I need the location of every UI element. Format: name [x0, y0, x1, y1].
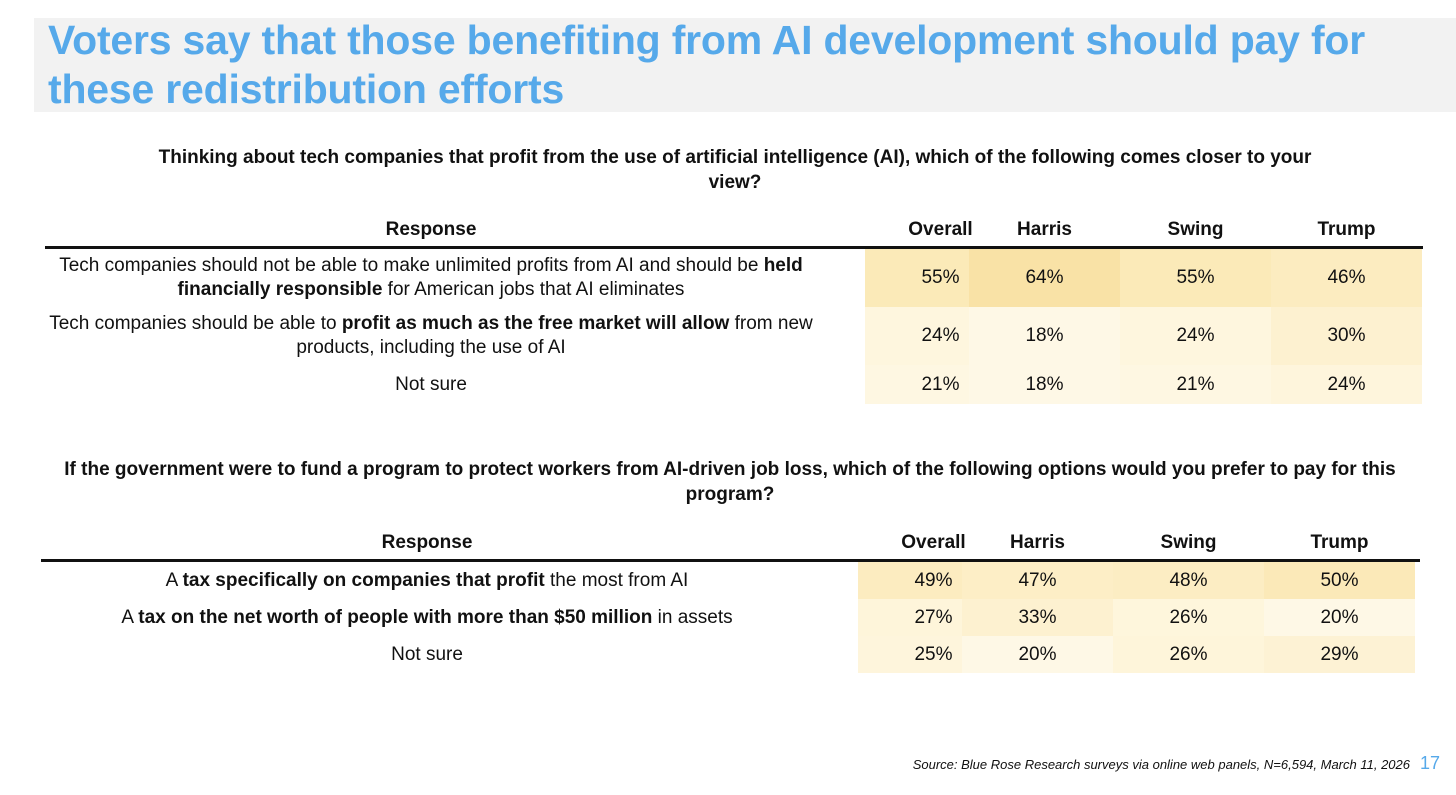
label-text: for American jobs that AI eliminates — [382, 279, 685, 300]
table-header: Response Overall Harris Swing Trump — [45, 215, 1423, 249]
table-row: A tax on the net worth of people with mo… — [41, 599, 1420, 636]
response-label: Tech companies should be able to profit … — [45, 307, 817, 365]
value-cell-trump: 20% — [1264, 599, 1415, 636]
column-header-harris: Harris — [1010, 532, 1065, 553]
table-1: Response Overall Harris Swing Trump Tech comp… — [45, 215, 1423, 404]
value-cell-harris: 18% — [969, 307, 1120, 365]
column-header-swing: Swing — [1167, 219, 1224, 240]
value-cell-harris: 18% — [969, 365, 1120, 404]
table-row: Tech companies should not be able to mak… — [45, 249, 1423, 307]
response-label: Not sure — [41, 636, 813, 673]
table-row: Not sure 25% 20% 26% 29% — [41, 636, 1420, 673]
value-cell-harris: 64% — [969, 249, 1120, 307]
value-cell-trump: 29% — [1264, 636, 1415, 673]
value-cell-trump: 24% — [1271, 365, 1422, 404]
value-cell-trump: 50% — [1264, 562, 1415, 599]
column-header-overall: Overall — [908, 219, 973, 240]
label-emphasis: tax on the net worth of people with more… — [138, 606, 653, 628]
response-label: Not sure — [45, 365, 817, 404]
page-number: 17 — [1419, 753, 1440, 773]
response-label: A tax specifically on companies that pro… — [41, 562, 813, 599]
column-header-swing: Swing — [1160, 532, 1217, 553]
value-cell-harris: 20% — [962, 636, 1113, 673]
table-row: A tax specifically on companies that pro… — [41, 562, 1420, 599]
table-row: Not sure 21% 18% 21% 24% — [45, 365, 1423, 404]
label-text: Tech companies should be able to — [49, 313, 342, 334]
value-cell-swing: 48% — [1113, 562, 1264, 599]
label-text: Not sure — [395, 373, 467, 395]
value-cell-harris: 47% — [962, 562, 1113, 599]
label-text: A — [165, 569, 183, 591]
value-cell-swing: 26% — [1113, 599, 1264, 636]
column-header-trump: Trump — [1317, 219, 1376, 240]
source-note: Source: Blue Rose Research surveys via o… — [912, 757, 1410, 772]
response-label: Tech companies should not be able to mak… — [45, 249, 817, 307]
column-header-response: Response — [381, 532, 473, 553]
value-cell-swing: 21% — [1120, 365, 1271, 404]
table-row: Tech companies should be able to profit … — [45, 307, 1423, 365]
title-band — [34, 18, 1456, 112]
column-header-trump: Trump — [1310, 532, 1369, 553]
label-text: from new products, including the use of … — [296, 313, 813, 358]
label-text: in assets — [652, 606, 733, 628]
value-cell-swing: 55% — [1120, 249, 1271, 307]
value-cell-trump: 30% — [1271, 307, 1422, 365]
label-emphasis: held financially responsible — [177, 255, 803, 300]
label-text: the most from AI — [544, 569, 689, 591]
table-2: Response Overall Harris Swing Trump A tax spe… — [41, 528, 1420, 673]
label-text: Tech companies should not be able to mak… — [59, 255, 764, 276]
value-cell-swing: 26% — [1113, 636, 1264, 673]
question-2: If the government were to fund a program… — [64, 459, 1396, 505]
value-cell-swing: 24% — [1120, 307, 1271, 365]
question-1: Thinking about tech companies that profi… — [158, 147, 1312, 193]
label-emphasis: tax specifically on companies that profi… — [182, 569, 545, 591]
label-text: Not sure — [391, 643, 463, 665]
column-header-response: Response — [385, 219, 477, 240]
column-header-harris: Harris — [1017, 219, 1072, 240]
label-text: A — [121, 606, 139, 628]
value-cell-trump: 46% — [1271, 249, 1422, 307]
value-cell-harris: 33% — [962, 599, 1113, 636]
response-label: A tax on the net worth of people with mo… — [41, 599, 813, 636]
page-title: Voters say that those benefiting from AI… — [48, 17, 1365, 112]
column-header-overall: Overall — [901, 532, 966, 553]
label-emphasis: profit as much as the free market will a… — [341, 313, 730, 334]
table-header: Response Overall Harris Swing Trump — [41, 528, 1420, 562]
